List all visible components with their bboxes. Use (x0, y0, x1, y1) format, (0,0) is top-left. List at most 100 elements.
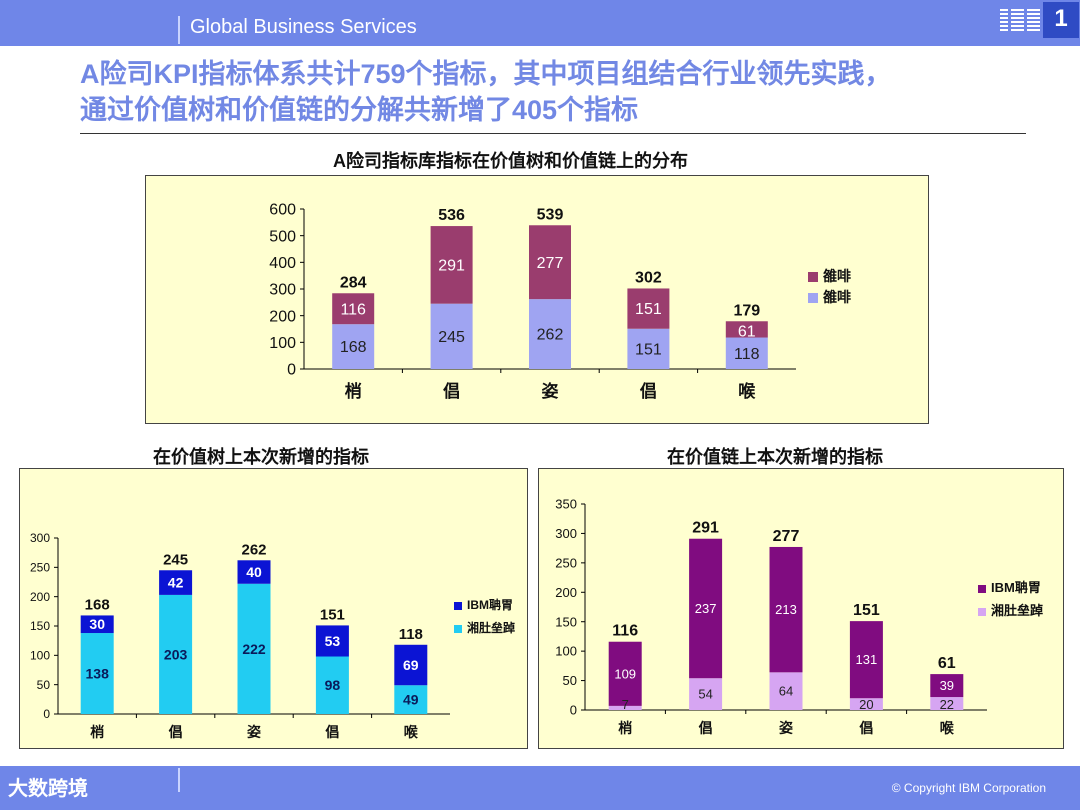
right-total-label: 151 (853, 602, 880, 619)
left-chart-panel: 0 50 100 150 200 250 300 138 30 168 梢 203 42 245 倡 222 4… (19, 468, 528, 749)
left-bar-label-upper: 30 (89, 616, 105, 632)
left-total-label: 262 (241, 541, 266, 558)
left-y-tick-label: 200 (30, 590, 50, 604)
banner-separator (178, 16, 180, 44)
top-y-tick-label: 200 (269, 308, 296, 325)
right-bar-label-upper: 213 (775, 602, 797, 617)
left-y-tick-label: 150 (30, 619, 50, 633)
right-category-label: 喉 (940, 720, 955, 736)
left-bar-label-lower: 98 (325, 677, 341, 693)
top-bar-label-upper: 291 (438, 257, 465, 274)
right-y-tick-label: 100 (555, 644, 577, 659)
top-y-tick-label: 100 (269, 335, 296, 352)
top-category-label: 倡 (442, 381, 460, 401)
top-bar-label-upper: 277 (537, 255, 564, 272)
top-total-label: 302 (635, 269, 662, 286)
right-bar-label-lower: 7 (622, 697, 629, 712)
right-category-label: 倡 (858, 720, 873, 736)
left-category-label: 梢 (90, 724, 104, 740)
right-y-tick-label: 250 (555, 555, 577, 570)
top-legend-swatch (808, 293, 818, 303)
headline-line-2: 通过价值树和价值链的分解共新增了405个指标 (80, 92, 892, 128)
top-total-label: 179 (733, 302, 760, 319)
page-number: 1 (1043, 2, 1079, 38)
right-bar-label-lower: 54 (698, 687, 712, 702)
left-bar-label-lower: 203 (164, 646, 188, 662)
left-y-tick-label: 250 (30, 561, 50, 575)
top-category-label: 倡 (639, 381, 657, 401)
left-bar-label-upper: 40 (246, 564, 262, 580)
top-chart-panel: 0 100 200 300 400 500 600 168 116 284 梢 245 291 536 倡 2… (145, 175, 929, 424)
right-bar-label-upper: 237 (695, 601, 717, 616)
right-chart-title: 在价值链上本次新增的指标 (667, 443, 883, 469)
top-banner: Global Business Services 1 (0, 0, 1080, 46)
top-legend-label: 雒啡 (822, 268, 851, 284)
top-total-label: 284 (340, 274, 367, 291)
right-y-tick-label: 200 (555, 585, 577, 600)
left-y-tick-label: 50 (37, 678, 51, 692)
left-bar-label-upper: 53 (325, 633, 341, 649)
right-total-label: 61 (938, 655, 956, 672)
left-bar-label-lower: 222 (242, 641, 266, 657)
top-bar-label-lower: 245 (438, 329, 465, 346)
right-legend-swatch (978, 608, 986, 616)
top-total-label: 539 (537, 206, 564, 223)
top-bar-label-upper: 61 (738, 324, 756, 341)
right-bar-label-lower: 64 (779, 684, 793, 699)
left-y-tick-label: 100 (30, 649, 50, 663)
right-bar-label-lower: 22 (940, 697, 954, 712)
left-category-label: 姿 (247, 724, 262, 740)
right-category-label: 倡 (698, 720, 713, 736)
top-y-tick-label: 600 (269, 202, 296, 219)
right-legend-label: IBM聃胃 (991, 580, 1041, 595)
left-bar-label-upper: 42 (168, 574, 184, 590)
top-legend-label: 雒啡 (822, 289, 851, 305)
top-y-tick-label: 0 (287, 362, 296, 379)
top-category-label: 喉 (738, 381, 756, 401)
top-total-label: 536 (438, 207, 465, 224)
right-y-tick-label: 350 (555, 497, 577, 512)
watermark: 大数跨境 (8, 772, 88, 801)
top-bar-label-lower: 168 (340, 339, 367, 356)
left-chart: 05010015020025030013830168梢20342245倡2224… (20, 469, 527, 748)
left-legend-swatch (454, 602, 462, 610)
left-legend-label: IBM聃胃 (467, 597, 513, 612)
left-chart-title: 在价值树上本次新增的指标 (153, 443, 369, 469)
left-total-label: 245 (163, 551, 188, 568)
left-bar-label-lower: 138 (86, 665, 110, 681)
right-y-tick-label: 300 (555, 526, 577, 541)
top-chart: 0 100 200 300 400 500 600 168 116 284 梢 245 291 536 倡 2… (146, 176, 928, 423)
left-bar-label-upper: 69 (403, 657, 419, 673)
left-category-label: 倡 (168, 724, 183, 740)
left-legend-swatch (454, 625, 462, 633)
left-total-label: 168 (85, 596, 110, 613)
top-y-tick-label: 500 (269, 228, 296, 245)
right-y-tick-label: 0 (570, 703, 577, 718)
headline-divider (80, 133, 1026, 134)
top-category-label: 梢 (345, 381, 362, 401)
right-category-label: 梢 (618, 720, 632, 736)
right-total-label: 291 (692, 520, 719, 537)
left-category-label: 倡 (324, 724, 339, 740)
left-category-label: 喉 (404, 724, 419, 740)
right-total-label: 116 (612, 623, 638, 640)
right-chart-panel: 0 50 100 150 200 250 300 350 7 109 116 梢 54 237 291 倡 64… (538, 468, 1064, 749)
right-legend-swatch (978, 585, 986, 593)
left-bar-label-lower: 49 (403, 692, 419, 708)
service-title: Global Business Services (190, 16, 417, 39)
right-chart: 0501001502002503003507109116梢54237291倡64… (539, 469, 1063, 748)
right-bar-label-upper: 39 (940, 678, 954, 693)
headline-line-1: A险司KPI指标体系共计759个指标，其中项目组结合行业领先实践， (80, 56, 892, 92)
right-bar-label-lower: 20 (859, 697, 873, 712)
top-bar-label-lower: 151 (635, 341, 662, 358)
ibm-logo-icon (1000, 6, 1040, 36)
right-bar-label-upper: 109 (614, 666, 636, 681)
left-legend-label: 湘肚垒踔 (467, 620, 515, 635)
left-y-tick-label: 0 (43, 707, 50, 721)
right-category-label: 姿 (779, 720, 794, 736)
top-bar-label-lower: 118 (734, 346, 760, 363)
right-y-tick-label: 50 (563, 673, 577, 688)
top-bar-label-upper: 151 (635, 301, 662, 318)
left-total-label: 151 (320, 606, 345, 623)
right-bar-label-upper: 131 (856, 652, 878, 667)
